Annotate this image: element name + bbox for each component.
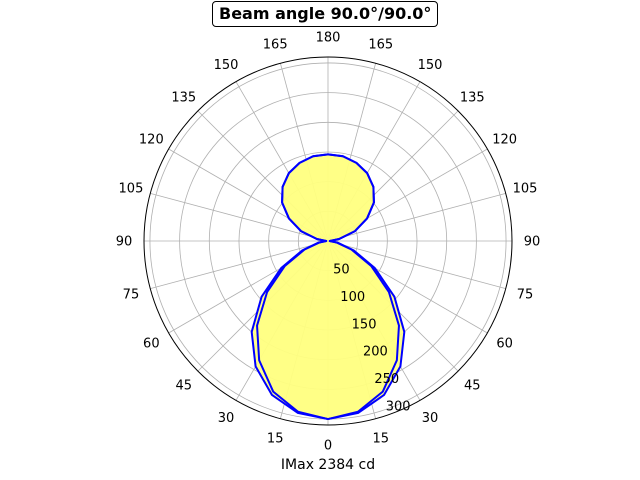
- angle-tick-label: 15: [373, 432, 390, 447]
- angle-tick-label: 45: [464, 379, 481, 394]
- angle-tick-label: 30: [422, 411, 439, 426]
- angular-gridline: [327, 192, 506, 242]
- angle-tick-label: 30: [218, 411, 235, 426]
- chart-title: Beam angle 90.0°/90.0°: [212, 1, 439, 27]
- angle-tick-label: 150: [214, 58, 239, 73]
- angle-tick-label: 15: [267, 432, 284, 447]
- photometric-curves: [250, 153, 406, 421]
- angle-tick-label: 75: [123, 287, 140, 302]
- radial-tick-label: 50: [333, 262, 350, 277]
- angle-tick-label: 165: [368, 37, 393, 52]
- angular-gridline: [327, 240, 506, 290]
- series-line-2: [256, 153, 400, 421]
- angle-tick-label: 135: [171, 90, 196, 105]
- angle-tick-label: 90: [524, 235, 541, 250]
- radial-tick-label: 250: [374, 372, 399, 387]
- x-axis-label: IMax 2384 cd: [280, 457, 376, 473]
- angle-tick-label: 75: [517, 287, 534, 302]
- angle-tick-label: 105: [513, 182, 538, 197]
- tick-labels: 0 15 30 45 60 75 90 105 120 135 150 165 180 165 150 135…: [116, 31, 541, 454]
- angle-tick-label: 120: [492, 133, 517, 148]
- angle-tick-label: 0: [324, 439, 332, 454]
- series-fill-2: [257, 154, 399, 420]
- angle-tick-label: 105: [119, 182, 144, 197]
- angle-tick-label: 45: [175, 379, 192, 394]
- angle-tick-label: 135: [460, 90, 485, 105]
- angle-tick-label: 90: [116, 235, 133, 250]
- angle-tick-label: 60: [143, 337, 160, 352]
- radial-tick-label: 300: [386, 400, 411, 415]
- angle-tick-label: 120: [139, 133, 164, 148]
- angular-gridline: [150, 192, 329, 242]
- angular-gridline: [150, 240, 329, 290]
- angle-tick-label: 165: [263, 37, 288, 52]
- angle-tick-label: 180: [316, 31, 341, 46]
- angle-tick-label: 150: [418, 58, 443, 73]
- radial-tick-label: 100: [340, 290, 365, 305]
- angle-tick-label: 60: [496, 337, 513, 352]
- radial-tick-label: 150: [352, 317, 377, 332]
- radial-tick-label: 200: [363, 345, 388, 360]
- polar-frame: [143, 56, 513, 426]
